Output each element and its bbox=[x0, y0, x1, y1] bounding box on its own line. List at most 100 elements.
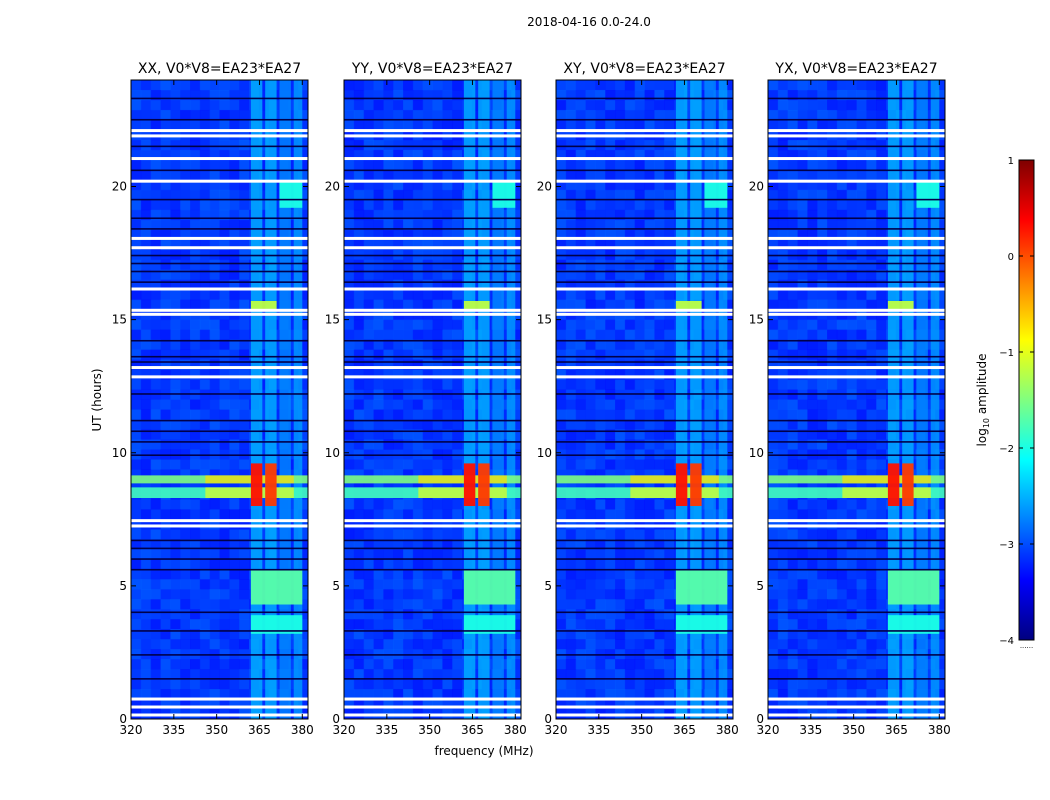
dark-row-14 bbox=[131, 355, 308, 358]
flagged-row-6 bbox=[344, 366, 521, 370]
flagged-row-6 bbox=[768, 366, 945, 370]
dark-row-14 bbox=[344, 355, 521, 358]
flagged-row-2 bbox=[344, 697, 521, 701]
colorbar-tick-label: −2 bbox=[999, 444, 1014, 455]
flagged-row-13 bbox=[344, 157, 521, 161]
x-tick-label: 335 bbox=[799, 723, 822, 737]
rfi-channel-3 bbox=[293, 80, 303, 719]
panel-frame bbox=[343, 79, 522, 720]
dark-row-19 bbox=[131, 254, 308, 257]
x-tick-label: 365 bbox=[461, 723, 484, 737]
flagged-row-10 bbox=[131, 246, 308, 250]
y-tick-label: 20 bbox=[537, 180, 552, 194]
dark-row-21 bbox=[768, 217, 945, 220]
y-tick-label: 15 bbox=[749, 313, 764, 327]
dark-row-7 bbox=[556, 539, 733, 542]
x-tick-label: 380 bbox=[716, 723, 739, 737]
rfi-channel-3 bbox=[718, 80, 728, 719]
dark-row-6 bbox=[768, 547, 945, 550]
y-tick-label: 5 bbox=[332, 579, 340, 593]
burst-5 bbox=[916, 181, 940, 208]
dark-row-26 bbox=[768, 97, 945, 100]
flagged-row-11 bbox=[768, 236, 945, 240]
dark-row-1 bbox=[556, 654, 733, 656]
dark-row-21 bbox=[131, 217, 308, 220]
dark-row-10 bbox=[344, 430, 521, 433]
panel-xx: XX, V0*V8=EA23*EA27 320 335 350 365 380 0 5 10 15… bbox=[112, 61, 314, 737]
dark-row-22 bbox=[556, 198, 733, 201]
dark-row-3 bbox=[131, 611, 308, 614]
dark-row-3 bbox=[556, 611, 733, 614]
dark-row-24 bbox=[768, 145, 945, 148]
burst-5 bbox=[279, 181, 303, 208]
dark-row-24 bbox=[556, 145, 733, 148]
flagged-row-2 bbox=[131, 697, 308, 701]
flagged-row-9 bbox=[556, 287, 733, 291]
dark-row-22 bbox=[131, 198, 308, 201]
burst-0 bbox=[463, 463, 476, 506]
rfi-channel-0 bbox=[250, 80, 263, 719]
flagged-row-15 bbox=[344, 129, 521, 133]
colorbar-label: log10 amplitude bbox=[975, 354, 991, 447]
dark-row-6 bbox=[556, 547, 733, 550]
flagged-row-14 bbox=[556, 134, 733, 138]
flagged-row-4 bbox=[131, 519, 308, 523]
dark-row-16 bbox=[768, 281, 945, 283]
dark-row-26 bbox=[131, 97, 308, 100]
flagged-row-15 bbox=[556, 129, 733, 133]
figure-title: 2018-04-16 0.0-24.0 bbox=[527, 15, 651, 29]
burst-3 bbox=[887, 615, 940, 634]
x-axis-label: frequency (MHz) bbox=[434, 744, 533, 758]
dark-row-18 bbox=[768, 262, 945, 265]
flagged-row-13 bbox=[131, 157, 308, 161]
colorbar: −4 −3 −2 −1 0 1...... log10 amplitude bbox=[975, 156, 1035, 650]
dark-row-11 bbox=[556, 419, 733, 422]
dark-row-5 bbox=[768, 558, 945, 560]
dark-row-16 bbox=[556, 281, 733, 283]
dark-row-26 bbox=[344, 97, 521, 100]
x-tick-label: 350 bbox=[205, 723, 228, 737]
x-tick-label: 365 bbox=[248, 723, 271, 737]
dark-row-23 bbox=[344, 169, 521, 172]
dark-row-22 bbox=[344, 198, 521, 201]
burst-4 bbox=[250, 300, 277, 309]
flagged-row-7 bbox=[768, 312, 945, 316]
panel-frame bbox=[130, 79, 309, 720]
y-tick-label: 5 bbox=[119, 579, 127, 593]
y-tick-label: 0 bbox=[756, 712, 764, 726]
flagged-row-13 bbox=[556, 157, 733, 161]
dark-row-17 bbox=[344, 270, 521, 273]
flagged-row-2 bbox=[768, 697, 945, 701]
y-tick-label: 10 bbox=[112, 446, 127, 460]
x-tick-label: 335 bbox=[587, 723, 610, 737]
dark-row-11 bbox=[131, 419, 308, 422]
panel-title: XX, V0*V8=EA23*EA27 bbox=[138, 61, 301, 77]
flagged-row-12 bbox=[344, 179, 521, 183]
flagged-row-1 bbox=[131, 705, 308, 709]
dark-row-5 bbox=[344, 558, 521, 560]
panel-yy: YY, V0*V8=EA23*EA27 320 335 350 365 380 0 5 10 15… bbox=[325, 61, 527, 737]
dark-row-4 bbox=[768, 568, 945, 571]
dark-row-17 bbox=[131, 270, 308, 273]
dark-row-19 bbox=[768, 254, 945, 257]
flagged-row-0 bbox=[344, 713, 521, 717]
burst-0 bbox=[250, 463, 263, 506]
flagged-row-1 bbox=[556, 705, 733, 709]
y-tick-label: 20 bbox=[112, 180, 127, 194]
flagged-row-6 bbox=[131, 366, 308, 370]
dark-row-10 bbox=[556, 430, 733, 433]
dark-row-12 bbox=[768, 393, 945, 395]
x-tick-label: 380 bbox=[291, 723, 314, 737]
x-tick-label: 320 bbox=[757, 723, 780, 737]
y-tick-label: 20 bbox=[749, 180, 764, 194]
dark-row-4 bbox=[131, 568, 308, 571]
flagged-row-14 bbox=[344, 134, 521, 138]
flagged-row-8 bbox=[344, 308, 521, 312]
burst-5 bbox=[704, 181, 728, 208]
flagged-row-0 bbox=[131, 713, 308, 717]
flagged-row-8 bbox=[556, 308, 733, 312]
dark-row-2 bbox=[131, 630, 308, 632]
dark-row-21 bbox=[344, 217, 521, 220]
flagged-row-2 bbox=[556, 697, 733, 701]
dark-row-1 bbox=[768, 654, 945, 656]
